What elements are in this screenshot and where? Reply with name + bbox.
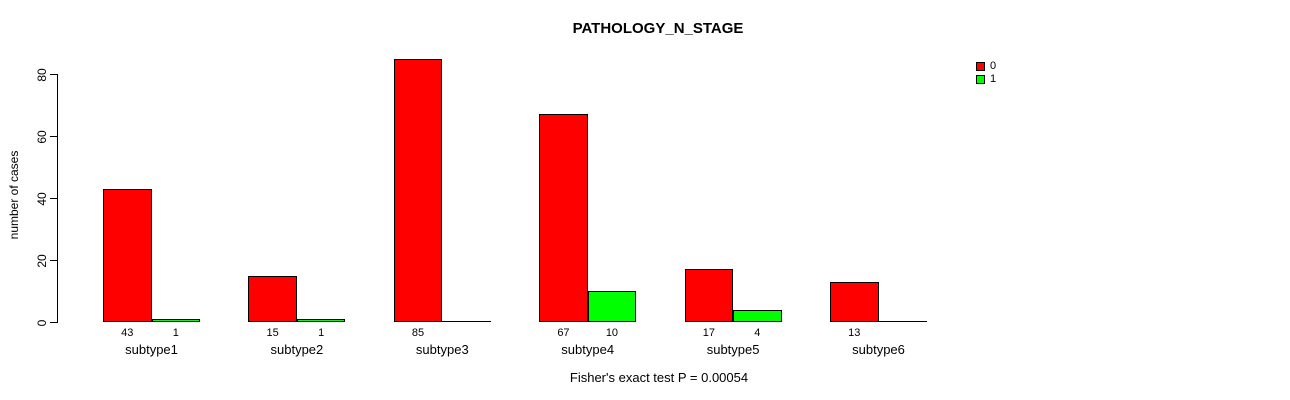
y-axis-title: number of cases xyxy=(7,150,21,240)
bar-value-label: 1 xyxy=(318,327,325,339)
y-tick xyxy=(50,74,57,75)
y-tick xyxy=(50,260,57,261)
y-tick xyxy=(50,136,57,137)
bar-0-subtype6 xyxy=(830,281,879,322)
y-tick-label: 80 xyxy=(35,67,49,82)
legend-label: 1 xyxy=(990,73,997,85)
legend-swatch-icon xyxy=(976,61,985,71)
legend-item-0: 0 xyxy=(976,60,997,72)
bar-value-label: 15 xyxy=(266,327,279,339)
bar-0-subtype4 xyxy=(539,114,588,322)
bar-1-subtype1 xyxy=(151,318,200,322)
chart-title: PATHOLOGY_N_STAGE xyxy=(572,20,744,37)
bar-0-subtype2 xyxy=(248,275,297,322)
fisher-test-caption: Fisher's exact test P = 0.00054 xyxy=(569,370,749,385)
bar-0-subtype5 xyxy=(684,269,734,322)
y-tick-label: 60 xyxy=(35,129,49,144)
bar-1-subtype4 xyxy=(587,291,637,322)
y-tick-label: 20 xyxy=(35,253,49,268)
x-category-label: subtype3 xyxy=(415,342,469,357)
y-tick xyxy=(50,198,57,199)
bar-0-subtype3 xyxy=(393,58,443,322)
y-axis-line xyxy=(57,74,58,323)
bar-1-subtype3 xyxy=(442,321,491,322)
bar-value-label: 13 xyxy=(848,327,861,339)
legend-swatch-icon xyxy=(976,74,985,84)
bar-1-subtype5 xyxy=(733,309,782,322)
bar-value-label: 43 xyxy=(121,327,134,339)
x-category-label: subtype4 xyxy=(561,342,615,357)
x-category-label: subtype2 xyxy=(270,342,324,357)
bar-value-label: 85 xyxy=(411,327,425,339)
bar-value-label: 10 xyxy=(605,327,619,339)
y-tick-label: 0 xyxy=(35,319,49,326)
bar-0-subtype1 xyxy=(103,188,152,322)
bar-1-subtype2 xyxy=(296,318,346,322)
bar-value-label: 67 xyxy=(557,327,570,339)
bar-value-label: 1 xyxy=(172,327,179,339)
x-category-label: subtype1 xyxy=(125,342,178,357)
legend-item-1: 1 xyxy=(976,73,997,85)
y-tick xyxy=(50,322,57,323)
bar-value-label: 4 xyxy=(754,327,761,339)
legend-label: 0 xyxy=(990,60,997,72)
y-tick-label: 40 xyxy=(35,191,49,206)
x-category-label: subtype5 xyxy=(706,342,760,357)
bar-1-subtype6 xyxy=(878,321,927,322)
bar-value-label: 17 xyxy=(702,327,715,339)
x-category-label: subtype6 xyxy=(852,342,905,357)
